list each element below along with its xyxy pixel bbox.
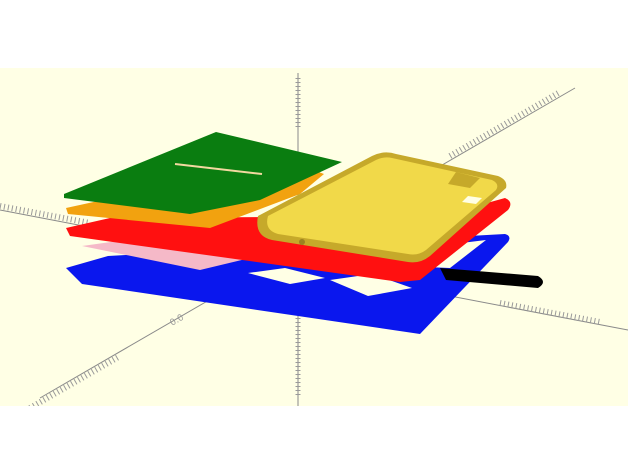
phone-case-shell bbox=[257, 152, 507, 263]
phone-case-camera-cutout bbox=[448, 172, 480, 188]
wrist-strap bbox=[440, 268, 543, 288]
blue-cutout-left bbox=[248, 268, 325, 284]
blue-cutout-right bbox=[330, 274, 412, 296]
3d-viewport[interactable]: 0.0 bbox=[0, 68, 628, 406]
phone-case-button-cutout bbox=[462, 196, 482, 204]
phone-case-inner bbox=[267, 157, 498, 255]
green-card-slot bbox=[174, 163, 263, 175]
axis-x-ruler bbox=[0, 203, 601, 325]
phone-case-port bbox=[299, 239, 305, 245]
green-card-panel bbox=[64, 132, 342, 214]
scene-render: 0.0 bbox=[0, 68, 628, 406]
pink-card-panel bbox=[82, 238, 250, 270]
